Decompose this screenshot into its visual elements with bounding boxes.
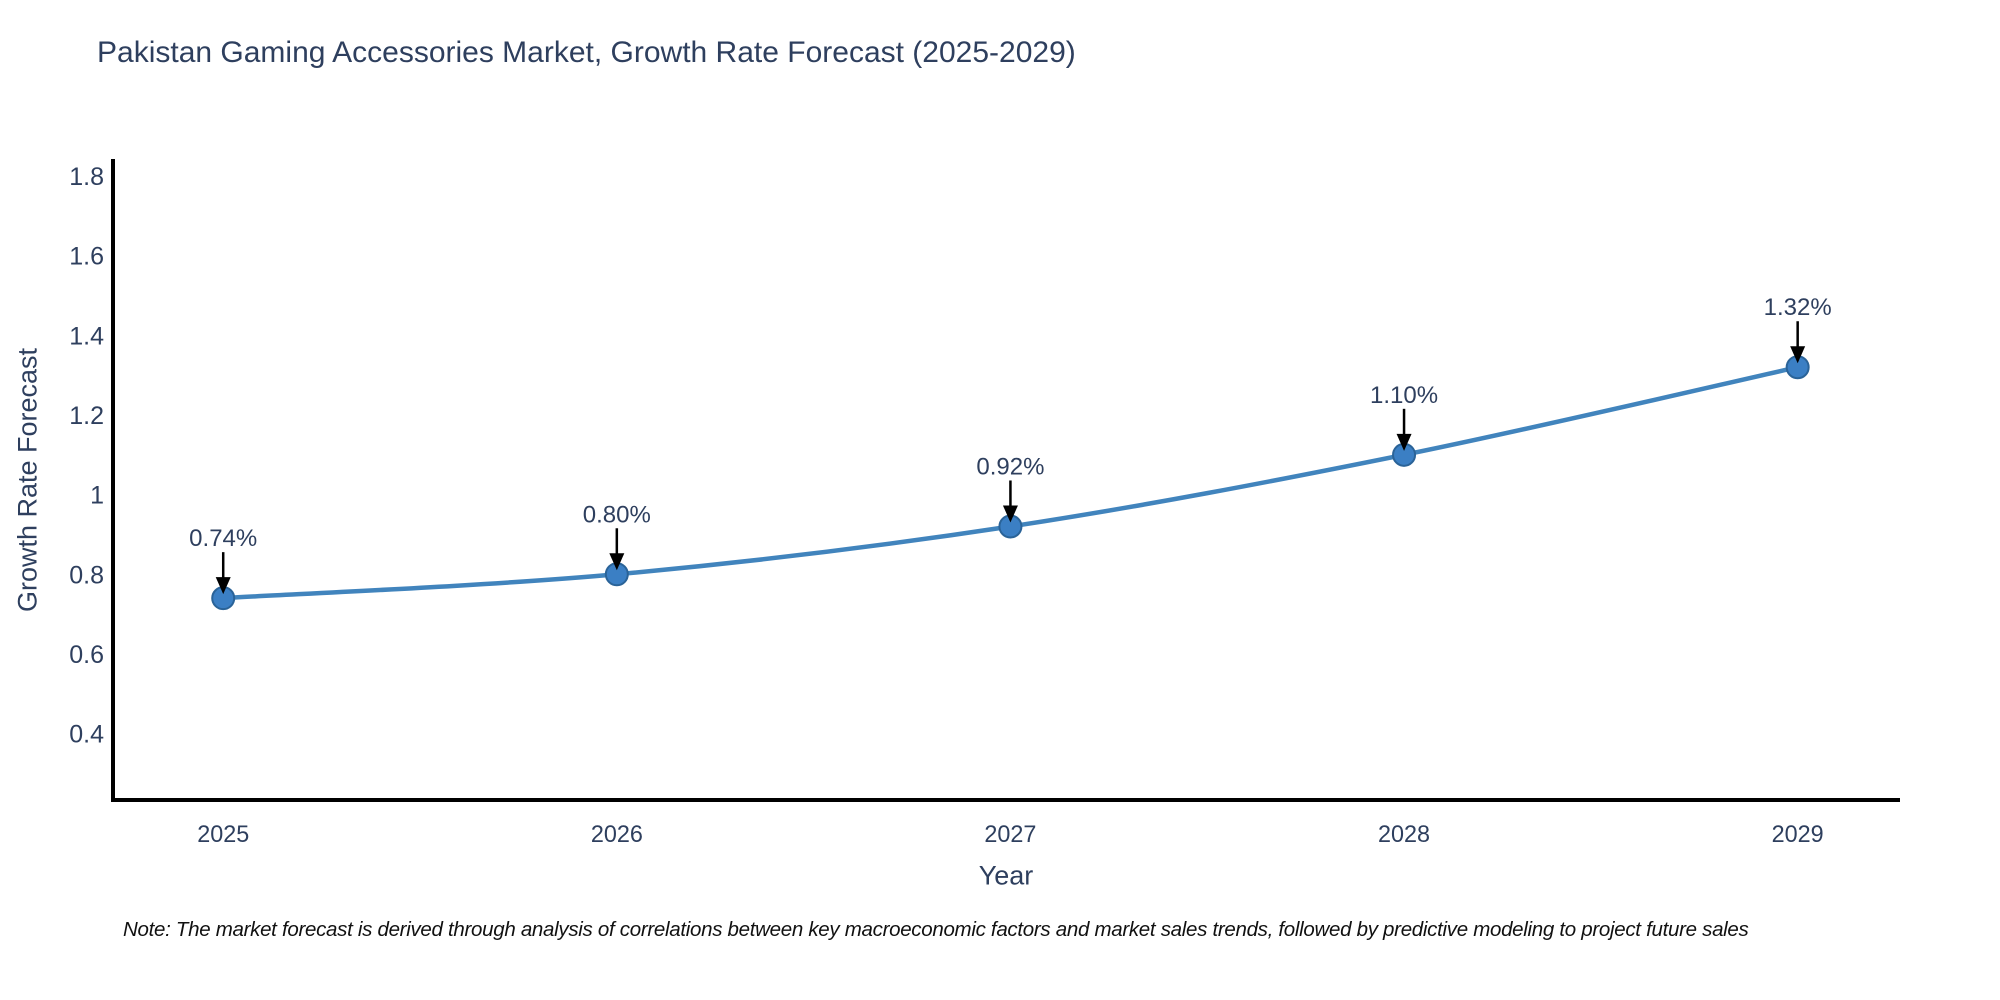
y-tick-label: 1.8 bbox=[69, 163, 104, 191]
y-tick-label: 1 bbox=[90, 482, 104, 510]
annotation-arrow-head bbox=[1396, 433, 1412, 451]
x-tick-label: 2025 bbox=[197, 821, 249, 848]
x-tick-label: 2027 bbox=[984, 821, 1036, 848]
annotation-arrow-head bbox=[1002, 505, 1018, 523]
y-tick-label: 1.6 bbox=[69, 243, 104, 271]
y-tick-label: 1.4 bbox=[69, 322, 104, 350]
y-tick-label: 0.8 bbox=[69, 561, 104, 589]
data-point-label: 1.10% bbox=[1370, 382, 1438, 409]
data-point-label: 1.32% bbox=[1764, 294, 1832, 321]
x-tick-label: 2029 bbox=[1772, 821, 1824, 848]
data-point-label: 0.92% bbox=[976, 453, 1044, 480]
y-tick-label: 1.2 bbox=[69, 402, 104, 430]
annotation-arrow-head bbox=[609, 553, 625, 571]
x-tick-label: 2028 bbox=[1378, 821, 1430, 848]
x-tick-label: 2026 bbox=[591, 821, 643, 848]
axis-lines bbox=[111, 159, 1900, 802]
chart-title: Pakistan Gaming Accessories Market, Grow… bbox=[97, 36, 1076, 69]
annotation-arrow-head bbox=[215, 577, 231, 595]
annotation-arrow-head bbox=[1790, 346, 1806, 364]
y-tick-label: 0.4 bbox=[69, 721, 104, 749]
data-point-label: 0.74% bbox=[189, 525, 257, 552]
x-axis-title: Year bbox=[978, 860, 1034, 891]
y-tick-label: 0.6 bbox=[69, 641, 104, 669]
footnote: Note: The market forecast is derived thr… bbox=[123, 918, 1749, 941]
data-point-label: 0.80% bbox=[583, 501, 651, 528]
